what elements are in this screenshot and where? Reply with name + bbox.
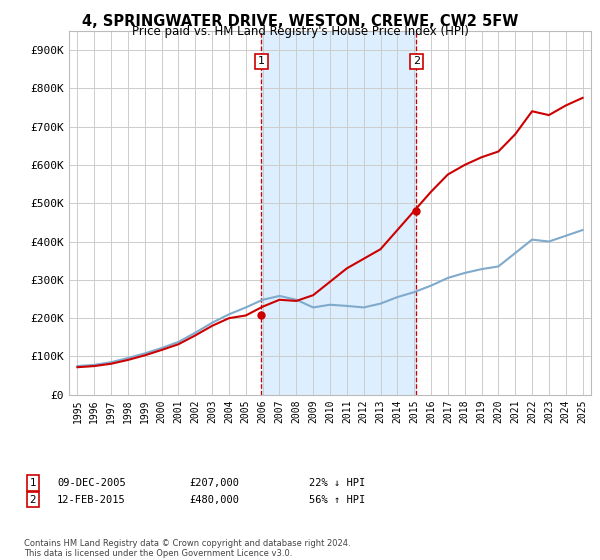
- Text: Price paid vs. HM Land Registry's House Price Index (HPI): Price paid vs. HM Land Registry's House …: [131, 25, 469, 38]
- Text: 1: 1: [258, 57, 265, 67]
- Text: £207,000: £207,000: [189, 478, 239, 488]
- Text: 22% ↓ HPI: 22% ↓ HPI: [309, 478, 365, 488]
- Bar: [261, 31, 416, 395]
- Text: 4, SPRINGWATER DRIVE, WESTON, CREWE, CW2 5FW: 4, SPRINGWATER DRIVE, WESTON, CREWE, CW2…: [82, 14, 518, 29]
- Text: 2: 2: [29, 494, 37, 505]
- Text: Contains HM Land Registry data © Crown copyright and database right 2024.
This d: Contains HM Land Registry data © Crown c…: [24, 539, 350, 558]
- Text: 12-FEB-2015: 12-FEB-2015: [57, 494, 126, 505]
- Text: 2: 2: [413, 57, 420, 67]
- Text: 56% ↑ HPI: 56% ↑ HPI: [309, 494, 365, 505]
- Text: £480,000: £480,000: [189, 494, 239, 505]
- Text: 09-DEC-2005: 09-DEC-2005: [57, 478, 126, 488]
- Text: 1: 1: [29, 478, 37, 488]
